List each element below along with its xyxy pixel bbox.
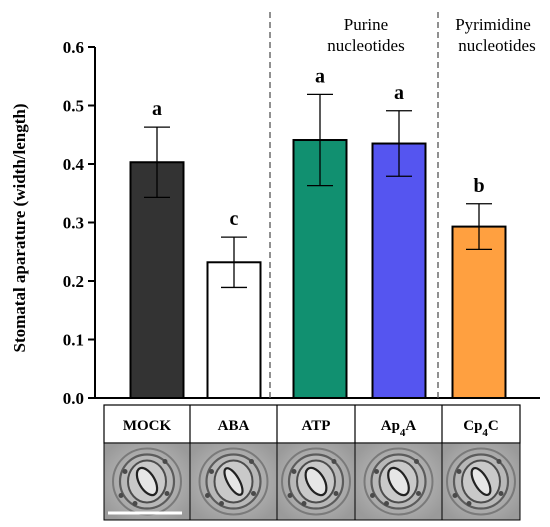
chloroplast-dot xyxy=(370,493,375,498)
stomatal-pore xyxy=(304,466,328,497)
group-label-pyrimidine-line2: nucleotides xyxy=(458,36,535,55)
chloroplast-dot xyxy=(466,501,472,506)
group-label-purine-line2: nucleotides xyxy=(327,36,404,55)
chloroplast-dot xyxy=(209,469,214,474)
chloroplast-dot xyxy=(496,459,502,464)
chloroplast-dot xyxy=(249,459,254,464)
chloroplast-dot xyxy=(301,501,307,506)
significance-letter: a xyxy=(394,82,404,104)
stomatal-pore xyxy=(223,467,244,496)
y-tick-label: 0.0 xyxy=(63,389,84,408)
category-strip xyxy=(103,404,521,444)
stomata-micrograph xyxy=(276,442,356,521)
group-label-purine-line1: Purine xyxy=(344,15,388,34)
stomata-micrograph xyxy=(441,442,521,521)
chloroplast-dot xyxy=(122,469,128,474)
y-tick-label: 0.6 xyxy=(63,38,84,57)
chloroplast-dot xyxy=(333,491,339,496)
category-label-mock: MOCK xyxy=(123,418,172,434)
epidermal-cell-outline xyxy=(363,447,434,516)
y-tick-label: 0.5 xyxy=(63,97,84,116)
stomatal-pore xyxy=(135,466,159,497)
chloroplast-dot xyxy=(132,501,138,506)
chloroplast-dot xyxy=(291,469,297,474)
chloroplast-dot xyxy=(498,491,504,496)
plot-area: 0.0 0.1 0.2 0.3 0.4 0.5 0.6 a c a a b nucleotides nuc… xyxy=(63,12,540,521)
epidermal-cell-outline xyxy=(281,447,351,516)
stomatal-pore xyxy=(470,467,492,496)
stomata-micrograph xyxy=(354,442,443,521)
y-axis-label: Stomatal aparature (width/length) xyxy=(10,103,29,352)
chloroplast-dot xyxy=(219,501,224,506)
chloroplast-dot xyxy=(118,493,124,498)
stomata-micrograph xyxy=(103,442,191,521)
chloroplast-dot xyxy=(414,459,419,464)
category-label-ap4a: Ap4A xyxy=(381,418,417,439)
chloroplast-dot xyxy=(456,469,462,474)
chloroplast-dot xyxy=(331,459,337,464)
chloroplast-dot xyxy=(384,501,389,506)
chloroplast-dot xyxy=(251,491,256,496)
chloroplast-dot xyxy=(416,491,421,496)
category-label-cp4c: Cp4C xyxy=(463,418,499,439)
epidermal-cell-outline xyxy=(198,447,269,516)
bar-ap4a xyxy=(371,142,427,399)
bar-cp4c xyxy=(451,225,507,399)
y-tick-label: 0.1 xyxy=(63,331,84,350)
significance-letter: b xyxy=(473,175,484,197)
stomatal-pore xyxy=(387,466,410,497)
chloroplast-dot xyxy=(162,459,168,464)
significance-letter: c xyxy=(230,208,239,230)
bar-mock xyxy=(129,161,185,399)
chloroplast-dot xyxy=(452,493,458,498)
chloroplast-dot xyxy=(287,493,293,498)
stomata-micrograph xyxy=(189,442,278,521)
category-label-aba: ABA xyxy=(218,418,250,434)
y-tick-label: 0.4 xyxy=(63,155,85,174)
chloroplast-dot xyxy=(164,491,170,496)
y-tick-label: 0.2 xyxy=(63,272,84,291)
chloroplast-dot xyxy=(374,469,379,474)
chloroplast-dot xyxy=(205,493,210,498)
significance-letter: a xyxy=(152,98,162,120)
epidermal-cell-outline xyxy=(446,447,516,516)
y-tick-label: 0.3 xyxy=(63,214,84,233)
group-label-pyrimidine-line1: Pyrimidine xyxy=(455,15,531,34)
category-label-atp: ATP xyxy=(302,418,331,434)
significance-letter: a xyxy=(315,65,325,87)
